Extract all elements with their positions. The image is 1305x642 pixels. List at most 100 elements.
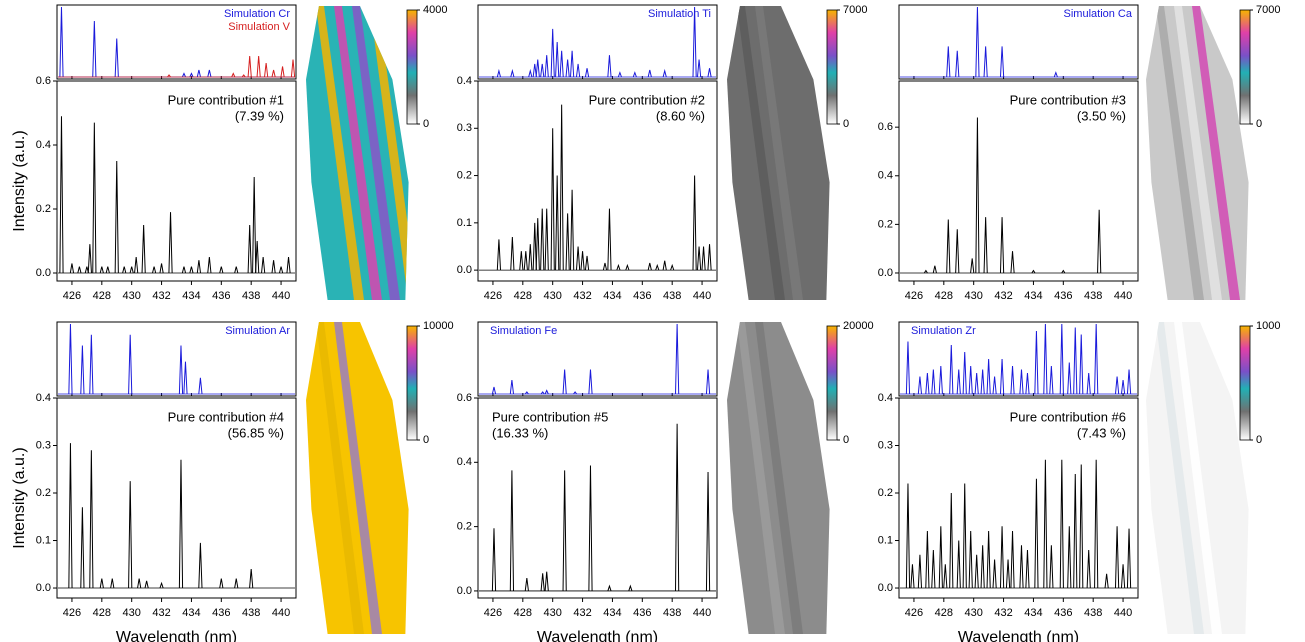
y-tick-label: 0.2 [457, 169, 472, 181]
sim-peak [962, 351, 967, 395]
peak [519, 251, 524, 271]
peak [580, 251, 585, 271]
colorbar-tick-label: 0 [423, 434, 429, 446]
sim-peak [1120, 379, 1126, 395]
x-tick-label: 428 [514, 290, 532, 302]
legend-entry: Simulation Ca [1064, 8, 1133, 20]
sim-peak [588, 369, 593, 395]
legend-entry: Simulation V [228, 21, 290, 33]
sim-peak [1025, 372, 1030, 395]
peak [628, 584, 633, 592]
sim-peak [528, 68, 533, 78]
peak [696, 246, 702, 271]
sim-peak [544, 389, 549, 395]
peak [570, 189, 575, 271]
sim-peak [938, 365, 943, 395]
peak [662, 260, 667, 271]
x-tick-label: 434 [182, 290, 200, 302]
y-tick-label: 0.4 [36, 392, 51, 404]
peak [562, 470, 567, 591]
x-tick-label: 432 [152, 290, 170, 302]
peak [949, 493, 954, 589]
peak [946, 219, 951, 273]
sim-peak [575, 63, 581, 78]
sim-peak [535, 59, 540, 78]
peak [968, 531, 973, 589]
y-tick-label: 0.0 [36, 267, 51, 279]
x-tick-label: 438 [242, 290, 260, 302]
map-image [727, 6, 830, 300]
legend-entry: Simulation Zr [911, 325, 976, 337]
sim-peak [59, 6, 64, 78]
peak [559, 104, 564, 271]
peak [956, 540, 961, 589]
peak [616, 263, 621, 271]
peak [1067, 526, 1072, 589]
sim-peak [946, 46, 951, 78]
x-tick-label: 428 [93, 607, 111, 619]
legend-entry: Simulation Ar [225, 325, 290, 337]
peak [962, 483, 967, 589]
y-tick-label: 0.4 [457, 75, 472, 87]
plot-frame [56, 397, 297, 599]
peak [141, 224, 146, 274]
colorbar-tick-label: 0 [843, 434, 849, 446]
sim-peak [181, 72, 187, 78]
peak [1031, 269, 1036, 274]
peak [999, 526, 1005, 589]
peak [496, 239, 502, 271]
y-tick-label: 0.2 [36, 203, 51, 215]
colorbar-tick-label: 7000 [1256, 4, 1280, 16]
sim-peak [617, 71, 622, 78]
sim-peak [632, 71, 637, 78]
colorbar-tick-label: 10000 [423, 320, 454, 332]
peak [975, 117, 980, 273]
sim-peak [999, 358, 1005, 395]
x-tick-label: 426 [63, 607, 81, 619]
sim-peak [544, 55, 549, 78]
sim-peak [707, 68, 712, 78]
colorbar-tick-label: 0 [1256, 434, 1262, 446]
peak [252, 176, 257, 274]
peak [647, 262, 652, 271]
x-tick-label: 436 [212, 607, 230, 619]
sim-peak [532, 63, 537, 78]
x-tick-label: 438 [663, 290, 681, 302]
sim-peak [1019, 369, 1024, 395]
x-tick-label: 430 [123, 607, 141, 619]
peak [1043, 459, 1048, 589]
y-tick-label: 0.0 [36, 582, 51, 594]
map-image [727, 322, 830, 634]
sim-peak [241, 74, 246, 78]
peak [247, 224, 252, 274]
map-stripe [1156, 6, 1204, 300]
x-tick-label: 432 [994, 290, 1012, 302]
sim-peak [705, 369, 711, 395]
sim-peak [696, 59, 702, 78]
peak [1097, 209, 1102, 273]
colorbar [406, 9, 418, 125]
map-content [306, 322, 409, 634]
peak [607, 208, 612, 271]
x-tick-label: 428 [93, 290, 111, 302]
sim-peak [983, 46, 988, 78]
y-tick-label: 0.6 [457, 392, 472, 404]
x-tick-label: 436 [1054, 290, 1072, 302]
colorbar-tick-label: 0 [1256, 118, 1262, 130]
sim-frame [898, 4, 1139, 80]
peak [910, 564, 915, 589]
sim-frame [56, 321, 297, 397]
x-tick-label: 436 [1054, 607, 1072, 619]
x-axis-label: Wavelength (nm) [958, 629, 1079, 642]
peak [974, 554, 979, 589]
peak [670, 263, 675, 271]
peak [575, 246, 581, 271]
peak [705, 471, 711, 591]
y-tick-label: 0.0 [878, 582, 893, 594]
x-tick-label: 438 [663, 607, 681, 619]
x-tick-label: 430 [123, 290, 141, 302]
y-tick-label: 0.0 [878, 267, 893, 279]
peak [588, 465, 593, 591]
map-image [1146, 6, 1249, 300]
sim-frame [477, 4, 718, 80]
